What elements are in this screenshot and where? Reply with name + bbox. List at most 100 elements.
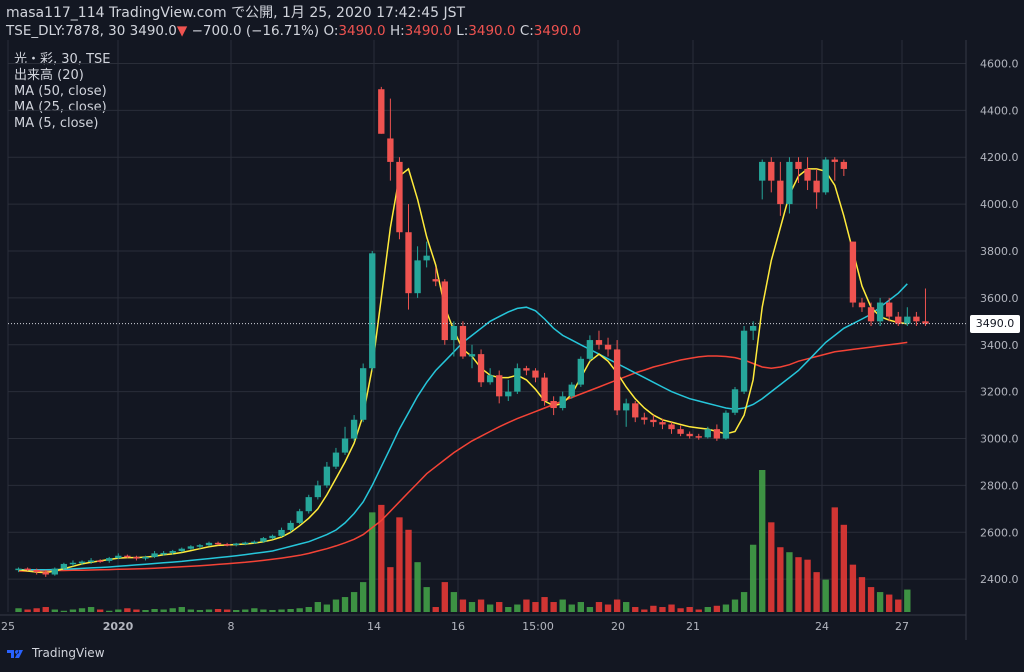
candle-body (323, 466, 331, 486)
candle-body (378, 89, 385, 134)
volume-bar (196, 610, 204, 612)
volume-bar (532, 602, 539, 612)
candle-body (867, 307, 875, 322)
volume-bar (124, 608, 131, 612)
volume-bar (677, 608, 684, 612)
x-tick-label: 20 (611, 620, 625, 633)
y-tick-label: 4600.0 (980, 57, 1019, 70)
x-tick-label: 27 (895, 620, 909, 633)
candle-body (115, 555, 122, 559)
volume-bar (514, 604, 521, 612)
volume-bar (759, 470, 766, 612)
volume-bar (541, 597, 548, 612)
volume-indicator-label[interactable]: 出来高 (20) (14, 68, 84, 83)
candle-body (242, 542, 249, 545)
volume-bar (233, 610, 240, 612)
tradingview-brand[interactable]: TradingView (32, 646, 105, 660)
volume-bar (15, 608, 22, 612)
candle-body (314, 485, 321, 498)
y-tick-label: 3000.0 (980, 433, 1019, 446)
candle-body (278, 529, 285, 536)
y-tick-label: 3400.0 (980, 339, 1019, 352)
candle-body (786, 161, 793, 205)
candle-body (106, 558, 113, 561)
candle-body (668, 424, 675, 430)
volume-bar (296, 608, 303, 612)
candle-body (60, 563, 68, 569)
volume-bar (169, 608, 176, 612)
candle-body (260, 538, 267, 542)
candle-body (749, 326, 757, 331)
volume-bar (314, 602, 321, 612)
candle-body (523, 368, 530, 371)
candle-body (686, 433, 693, 437)
candle-body (604, 344, 612, 350)
volume-bar (468, 602, 476, 612)
volume-bar (713, 605, 721, 612)
y-tick-label: 4200.0 (980, 151, 1019, 164)
high-label: H: (389, 23, 405, 39)
volume-bar (459, 599, 467, 612)
low-value: 3490.0 (468, 23, 516, 39)
candle-body (468, 354, 476, 357)
volume-bar (24, 609, 31, 612)
y-tick-label: 4000.0 (980, 198, 1019, 211)
volume-bar (96, 609, 104, 612)
volume-bar (432, 607, 439, 612)
volume-bar (106, 610, 113, 612)
y-tick-label: 2600.0 (980, 526, 1019, 539)
candle-body (532, 370, 539, 378)
candle-body (695, 436, 702, 438)
down-arrow-icon: ▼ (176, 23, 188, 39)
volume-bar (867, 587, 875, 612)
volume-bar (242, 609, 249, 612)
candle-body (876, 302, 884, 322)
candle-body (650, 419, 657, 423)
candle-body (586, 340, 594, 359)
x-tick-label: 25 (1, 620, 15, 633)
ma50-indicator-label[interactable]: MA (50, close) (14, 84, 107, 99)
candle-body (96, 560, 104, 562)
candle-body (795, 161, 802, 169)
volume-bar (623, 602, 630, 612)
candle-body (459, 326, 467, 357)
volume-bar (486, 604, 494, 612)
candle-body (87, 560, 95, 562)
candle-body (568, 384, 575, 397)
y-tick-label: 3800.0 (980, 245, 1019, 258)
x-tick-label: 15:00 (522, 620, 554, 633)
volume-bar (813, 572, 820, 612)
candle-body (296, 511, 303, 523)
y-tick-label: 4400.0 (980, 104, 1019, 117)
volume-bar (414, 562, 421, 612)
volume-bar (214, 609, 222, 612)
candle-body (142, 556, 149, 559)
candle-body (269, 535, 276, 539)
candle-body (559, 396, 566, 409)
ohlc-line: TSE_DLY:7878, 30 3490.0▼ −700.0 (−16.71%… (6, 22, 581, 40)
candle-body (151, 553, 158, 557)
candle-body (305, 497, 312, 512)
candle-body (849, 241, 857, 303)
candle-body (922, 321, 929, 324)
y-tick-label: 2400.0 (980, 573, 1019, 586)
candle-body (641, 417, 648, 420)
candle-body (396, 161, 403, 233)
ma25-indicator-label[interactable]: MA (25, close) (14, 100, 107, 115)
candle-body (858, 302, 866, 308)
tradingview-logo-icon[interactable] (6, 647, 26, 659)
low-label: L: (456, 23, 469, 39)
candle-body (886, 302, 893, 317)
high-value: 3490.0 (404, 23, 452, 39)
candle-body (813, 180, 820, 193)
volume-bar (341, 597, 349, 612)
candle-body (731, 389, 739, 413)
ma5-indicator-label[interactable]: MA (5, close) (14, 116, 99, 131)
candle-body (233, 543, 240, 546)
volume-bar (160, 609, 167, 612)
publish-line: masa117_114 TradingView.com で公開, 1月 25, … (6, 5, 466, 21)
volume-bar (269, 610, 276, 612)
volume-bar (359, 582, 367, 612)
symbol-label: TSE_DLY:7878, 30 (6, 23, 126, 39)
